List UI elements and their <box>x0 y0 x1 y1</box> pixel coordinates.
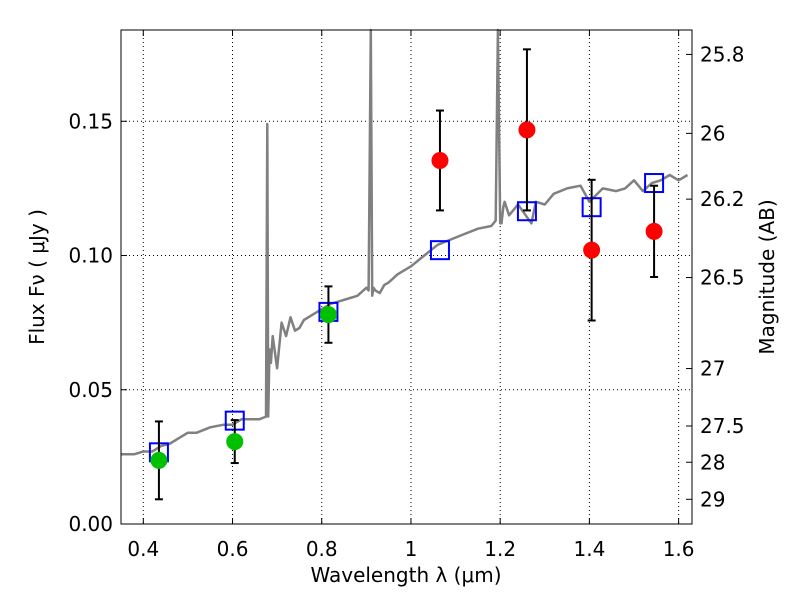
observed-point-red <box>645 222 663 240</box>
observed-point-red <box>518 121 536 139</box>
marker-layer <box>148 48 665 501</box>
y2-tick-label: 29 <box>700 487 725 511</box>
observed-point-green <box>319 306 337 324</box>
y-tick-label: 0.15 <box>68 109 113 133</box>
y-axis-label: Flux Fν ( μJy ) <box>25 209 49 345</box>
observed-point-red <box>583 241 601 259</box>
y2-tick-label: 28 <box>700 450 725 474</box>
axis-layer: 0.4 0.6 0.8 1 1.2 1.4 1.6 0.00 0.05 0.10 0.15 25.8 2… <box>68 30 745 561</box>
y2-tick-label: 27.5 <box>700 414 745 438</box>
y2-tick-label: 26.5 <box>700 266 745 290</box>
y-tick-label: 0.10 <box>68 244 113 268</box>
x-tick-label: 0.6 <box>217 537 249 561</box>
observed-point-green <box>226 433 244 451</box>
y2-tick-label: 27 <box>700 357 725 381</box>
spectrum-line <box>121 28 689 456</box>
y-tick-label: 0.05 <box>68 378 113 402</box>
model-square-point <box>429 240 450 261</box>
x-tick-label: 1.2 <box>484 537 516 561</box>
x-tick-label: 0.4 <box>127 537 159 561</box>
y2-tick-label: 25.8 <box>700 42 745 66</box>
x-tick-label: 1 <box>405 537 418 561</box>
grid-layer <box>121 30 692 525</box>
plot-frame <box>120 29 693 525</box>
y2-tick-label: 26 <box>700 121 725 145</box>
x-tick-label: 0.8 <box>306 537 338 561</box>
observed-point-green <box>150 451 168 469</box>
x-tick-label: 1.4 <box>573 537 605 561</box>
observed-point-red <box>431 151 449 169</box>
y2-tick-label: 26.2 <box>700 187 745 211</box>
y2-axis-label: Magnitude (AB) <box>755 199 779 354</box>
x-tick-label: 1.6 <box>663 537 695 561</box>
x-axis-label: Wavelength λ (μm) <box>310 563 501 587</box>
spectrum-layer <box>121 28 689 456</box>
y-tick-label: 0.00 <box>68 512 113 536</box>
